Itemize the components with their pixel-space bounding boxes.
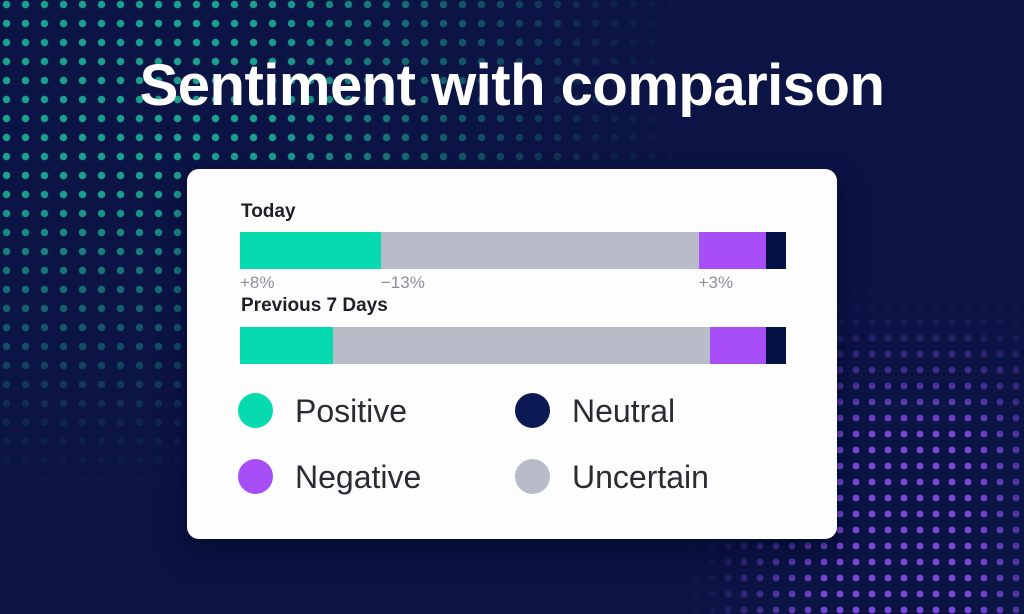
neutral-swatch-icon <box>515 393 550 428</box>
page-title: Sentiment with comparison <box>139 53 885 118</box>
legend-item-uncertain: Uncertain <box>515 459 709 494</box>
bar-label-previous-7-days: Previous 7 Days <box>241 295 388 316</box>
delta-label-uncertain: −13% <box>380 273 425 292</box>
uncertain-swatch-icon <box>515 459 550 494</box>
legend-item-positive: Positive <box>238 393 515 428</box>
stacked-bar-previous-7-days <box>240 327 786 364</box>
segment-positive <box>240 232 381 269</box>
negative-swatch-icon <box>238 459 273 494</box>
segment-negative <box>698 232 766 269</box>
legend-label: Neutral <box>572 392 676 429</box>
legend-item-neutral: Neutral <box>515 393 709 428</box>
sentiment-comparison-card: Today +8% −13% +3% Previous 7 Days Positiv… <box>187 169 837 539</box>
stacked-bar-today <box>240 232 786 269</box>
legend-label: Positive <box>295 392 408 429</box>
segment-uncertain <box>380 232 699 269</box>
segment-uncertain <box>332 327 710 364</box>
positive-swatch-icon <box>238 393 273 428</box>
segment-negative <box>709 327 766 364</box>
legend: Positive Neutral Negative Uncertain <box>238 393 709 494</box>
delta-label-positive: +8% <box>240 273 275 292</box>
segment-neutral <box>765 232 786 269</box>
segment-positive <box>240 327 333 364</box>
bar-label-today: Today <box>241 201 296 222</box>
legend-label: Uncertain <box>572 458 709 495</box>
legend-item-negative: Negative <box>238 459 515 494</box>
delta-label-negative: +3% <box>698 273 734 292</box>
legend-label: Negative <box>295 458 422 495</box>
segment-neutral <box>765 327 786 364</box>
